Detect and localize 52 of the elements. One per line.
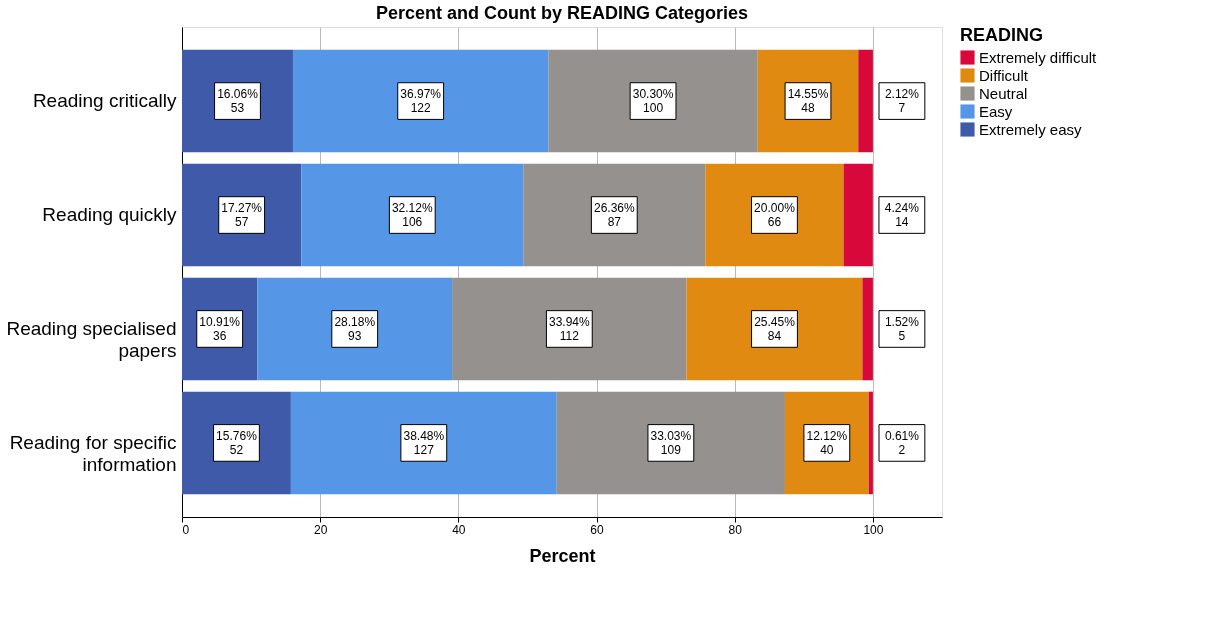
x-tick-label: 0 xyxy=(182,522,190,537)
data-label: 38.48% 127 xyxy=(403,428,445,457)
bar xyxy=(868,391,873,495)
bar xyxy=(705,163,844,267)
legend-label: Difficult xyxy=(979,66,1029,84)
x-tick-label: 80 xyxy=(728,522,743,537)
bar xyxy=(556,391,785,495)
bar xyxy=(858,49,873,153)
bar xyxy=(843,163,873,267)
data-label: 10.91% 36 xyxy=(199,314,241,343)
legend-title: READING xyxy=(960,25,1044,45)
bar xyxy=(686,277,863,381)
data-label: 36.97% 122 xyxy=(400,87,442,116)
data-label: 20.00% 66 xyxy=(754,201,796,230)
bar xyxy=(862,277,873,381)
bar xyxy=(290,391,557,495)
legend-label: Neutral xyxy=(979,84,1028,102)
bar xyxy=(523,163,706,267)
data-label: 2.12% 7 xyxy=(884,87,920,116)
data-label: 33.03% 109 xyxy=(650,428,692,457)
y-tick-label: Reading specialised papers xyxy=(6,317,177,361)
data-label: 4.24% 14 xyxy=(884,201,920,230)
data-label: 12.12% 40 xyxy=(806,428,848,457)
bar xyxy=(292,49,549,153)
data-label: 1.52% 5 xyxy=(884,314,920,343)
x-tick-label: 60 xyxy=(590,522,605,537)
data-label: 26.36% 87 xyxy=(593,201,635,230)
y-tick-label: Reading quickly xyxy=(42,204,177,226)
legend-label: Extremely difficult xyxy=(979,48,1098,66)
legend-label: Extremely easy xyxy=(979,120,1083,138)
data-label: 28.18% 93 xyxy=(334,314,376,343)
data-label: 0.61% 2 xyxy=(884,428,920,457)
chart-title: Percent and Count by READING Categories xyxy=(375,3,749,23)
bar xyxy=(452,277,687,381)
bar xyxy=(548,49,758,153)
x-tick-label: 20 xyxy=(314,522,328,537)
x-axis-title: Percent xyxy=(529,545,596,566)
data-label: 30.30% 100 xyxy=(632,87,674,116)
data-label: 17.27% 57 xyxy=(221,201,263,230)
y-tick-label: Reading critically xyxy=(32,90,177,112)
legend-label: Easy xyxy=(979,102,1013,120)
data-label: 25.45% 84 xyxy=(754,314,796,343)
data-label: 33.94% 112 xyxy=(548,314,590,343)
x-tick-label: 100 xyxy=(863,522,884,537)
data-label: 15.76% 52 xyxy=(216,428,258,457)
x-tick-label: 40 xyxy=(452,522,466,537)
bar xyxy=(257,277,453,381)
bar xyxy=(301,163,524,267)
data-label: 14.55% 48 xyxy=(787,87,829,116)
data-label: 32.12% 106 xyxy=(391,201,433,230)
y-tick-label: Reading for specific information xyxy=(9,431,177,475)
data-label: 16.06% 53 xyxy=(217,87,259,116)
